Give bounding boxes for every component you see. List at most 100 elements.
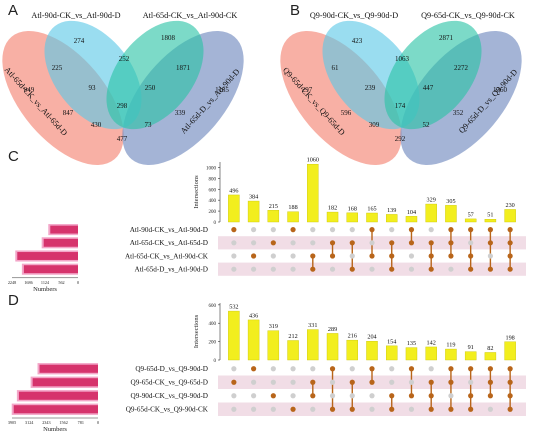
- upset-d-matrix-dot: [369, 406, 375, 412]
- upset-d-bar-label: 154: [387, 338, 396, 345]
- upset-d-y-tick-label: 400: [209, 322, 217, 327]
- upset-c-matrix-dot: [448, 253, 454, 259]
- upset-d-matrix-dot: [408, 393, 415, 399]
- upset-d-matrix-dot: [290, 366, 296, 372]
- upset-c-matrix-dot: [251, 240, 257, 246]
- upset-d-matrix-dot: [270, 379, 276, 385]
- venn-a-region-count: 477: [117, 135, 128, 143]
- upset-d-size-tick-label: 781: [78, 420, 84, 425]
- upset-d-set-size-bar: [32, 378, 98, 387]
- venn-a-region-count: 298: [117, 102, 128, 110]
- venn-b-region-count: 239: [365, 84, 376, 92]
- upset-c-matrix-dot: [468, 227, 474, 233]
- upset-c-matrix-dot: [310, 266, 316, 272]
- upset-d-bar: [307, 329, 319, 361]
- upset-d-y-axis-label: Intersections: [193, 314, 200, 348]
- upset-d-matrix-dot: [428, 366, 434, 372]
- upset-d-matrix-dot: [507, 379, 513, 385]
- upset-c-size-tick-label: 562: [58, 280, 64, 285]
- upset-d-bar: [405, 347, 418, 361]
- upset-d-size-axis-label: Numbers: [43, 426, 67, 433]
- venn-diagram-a: Atl-90d-CK_vs_Atl-90d-D Atl-65d-CK_vs_Atl…: [2, 11, 244, 165]
- upset-c-set-label: Atl-65d-D_vs_Atl-90d-D: [135, 266, 208, 274]
- venn-b-region-count: 423: [352, 37, 363, 45]
- venn-a-region-count: 225: [52, 64, 63, 72]
- upset-c-matrix-dot: [369, 240, 375, 246]
- upset-c-matrix-dot: [231, 253, 237, 259]
- upset-d-matrix-dot: [369, 366, 375, 372]
- upset-d-bar-label: 135: [407, 340, 416, 347]
- venn-b-region-count: 352: [453, 109, 464, 117]
- upset-c-matrix-dot: [329, 266, 336, 272]
- upset-c-y-tick-label: 200: [209, 210, 217, 215]
- upset-d-set-size-bar: [39, 364, 98, 373]
- upset-d-bar: [267, 330, 280, 361]
- upset-c-matrix-dot: [389, 266, 395, 272]
- upset-d-bar-label: 216: [348, 333, 357, 340]
- upset-d-matrix-dot: [428, 393, 434, 399]
- panel-b-letter: B: [290, 2, 301, 19]
- upset-d-matrix-dot: [448, 366, 454, 372]
- upset-c-bar: [228, 194, 240, 223]
- upset-c-bar: [287, 211, 299, 223]
- upset-d-bar-label: 91: [468, 344, 474, 351]
- upset-d-bar-label: 289: [328, 326, 337, 333]
- upset-d-set-label: Q9-65d-CK_vs_Q9-65d-D: [131, 379, 208, 387]
- upset-c-matrix-dot: [310, 227, 316, 233]
- upset-c-size-tick-label: 2248: [8, 280, 16, 285]
- upset-d-bar-label: 142: [427, 339, 436, 346]
- venn-b-region-count: 297: [302, 86, 313, 94]
- upset-d-matrix-dot: [349, 379, 355, 385]
- upset-d-set-label: Q9-90d-CK_vs_Q9-90d-D: [131, 392, 208, 400]
- upset-d-matrix-dot: [231, 393, 237, 399]
- upset-c-bar: [346, 212, 358, 223]
- upset-c-size-axis-label: Numbers: [33, 286, 57, 293]
- upset-d-matrix-dot: [468, 406, 474, 412]
- upset-c-bar-label: 57: [468, 211, 474, 218]
- upset-c-matrix-dot: [251, 227, 257, 233]
- upset-c-matrix-dot: [507, 240, 513, 246]
- panel-a-letter: A: [8, 2, 19, 19]
- venn-a-region-count: 93: [89, 84, 97, 92]
- venn-a-region-count: 949: [24, 86, 35, 94]
- upset-d-matrix-dot: [251, 406, 257, 412]
- upset-c-matrix-dot: [389, 253, 395, 259]
- upset-d-matrix-dot: [369, 379, 375, 385]
- upset-c-matrix-dot: [428, 227, 434, 233]
- upset-c-matrix-dot: [487, 227, 493, 233]
- upset-d-matrix-dot: [448, 393, 454, 399]
- upset-d-matrix-dot: [290, 379, 296, 385]
- venn-b-set-label-2: Q9-65d-CK_vs_Q9-90d-CK: [421, 11, 515, 20]
- venn-a-region-count: 430: [91, 121, 102, 129]
- upset-c-matrix-dot: [507, 227, 513, 233]
- upset-c-bar-label: 188: [288, 204, 297, 211]
- upset-d-matrix-dot: [487, 406, 493, 412]
- upset-c-y-tick-label: 1000: [206, 166, 217, 171]
- venn-b-region-count: 309: [369, 121, 380, 129]
- venn-b-set-label-1: Q9-90d-CK_vs_Q9-90d-D: [310, 11, 398, 20]
- upset-d-matrix-dot: [369, 393, 375, 399]
- upset-d-size-tick-label: 3905: [8, 420, 16, 425]
- venn-b-region-count: 2272: [454, 64, 469, 72]
- upset-d-matrix-dot: [507, 406, 513, 412]
- venn-diagram-b: Q9-90d-CK_vs_Q9-90d-D Q9-65d-CK_vs_Q9-90d…: [280, 11, 522, 165]
- upset-d-matrix-dot: [251, 366, 257, 372]
- upset-d-size-tick-label: 3124: [25, 420, 34, 425]
- upset-c-bar-label: 51: [487, 212, 493, 219]
- upset-d-bar-label: 436: [249, 312, 258, 319]
- upset-d-matrix-dot: [428, 406, 434, 412]
- upset-d-matrix-dot: [310, 366, 316, 372]
- upset-c-bar-label: 168: [348, 205, 357, 212]
- upset-d-bar: [228, 310, 240, 361]
- venn-b-region-count: 174: [395, 102, 406, 110]
- upset-c-matrix-dot: [408, 240, 415, 246]
- upset-c-matrix-dot: [349, 266, 355, 272]
- upset-d-matrix-dot: [329, 393, 336, 399]
- upset-c-matrix-dot: [310, 253, 316, 259]
- venn-a-region-count: 73: [145, 121, 153, 129]
- upset-d-matrix-dot: [408, 379, 415, 385]
- upset-c-matrix-dot: [487, 240, 493, 246]
- upset-d-matrix-dot: [329, 366, 336, 372]
- upset-d-bar: [504, 341, 516, 361]
- upset-c-y-tick-label: 800: [209, 177, 217, 182]
